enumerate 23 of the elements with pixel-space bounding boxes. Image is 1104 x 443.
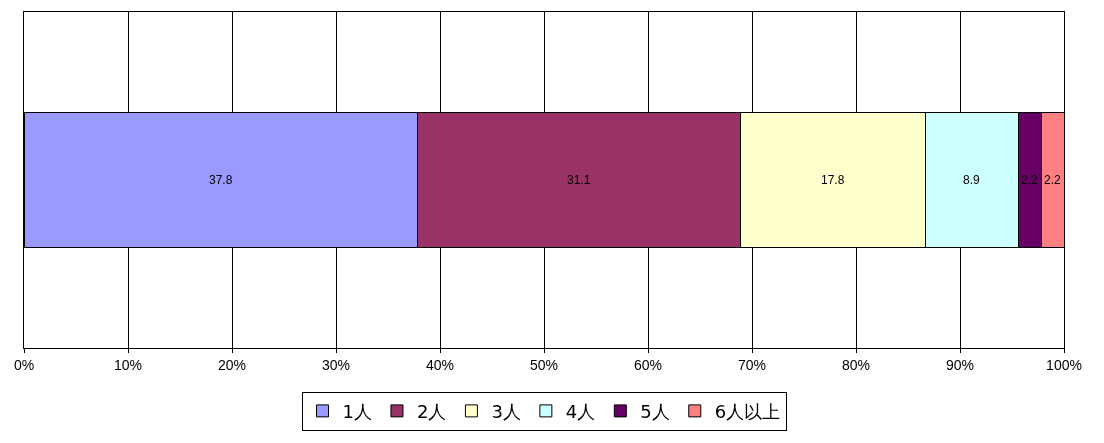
x-tick-label: 30% — [321, 356, 351, 373]
x-tick-label: 40% — [425, 356, 455, 373]
data-label: 31.1 — [567, 173, 591, 187]
x-tick-label: 100% — [1046, 356, 1082, 373]
x-tick-label: 20% — [217, 356, 247, 373]
data-label: 8.9 — [963, 173, 981, 187]
data-label: 37.8 — [209, 173, 233, 187]
legend-label: 1人 — [342, 400, 372, 422]
legend-label: 6人以上 — [714, 400, 781, 422]
x-tick-label: 70% — [737, 356, 767, 373]
data-label: 2.2 — [1044, 173, 1062, 187]
x-tick-label: 10% — [113, 356, 143, 373]
x-tick-label: 90% — [945, 356, 975, 373]
legend-label: 3人 — [491, 400, 521, 422]
legend-label: 4人 — [565, 400, 596, 422]
x-tick-label: 50% — [529, 356, 559, 373]
legend-label: 5人 — [640, 400, 670, 422]
data-label: 17.8 — [821, 173, 845, 187]
x-tick-label: 0% — [13, 356, 35, 373]
data-label: 2.2 — [1021, 173, 1039, 187]
x-tick-label: 80% — [841, 356, 871, 373]
legend-label: 2人 — [416, 400, 447, 422]
x-tick-label: 60% — [633, 356, 663, 373]
